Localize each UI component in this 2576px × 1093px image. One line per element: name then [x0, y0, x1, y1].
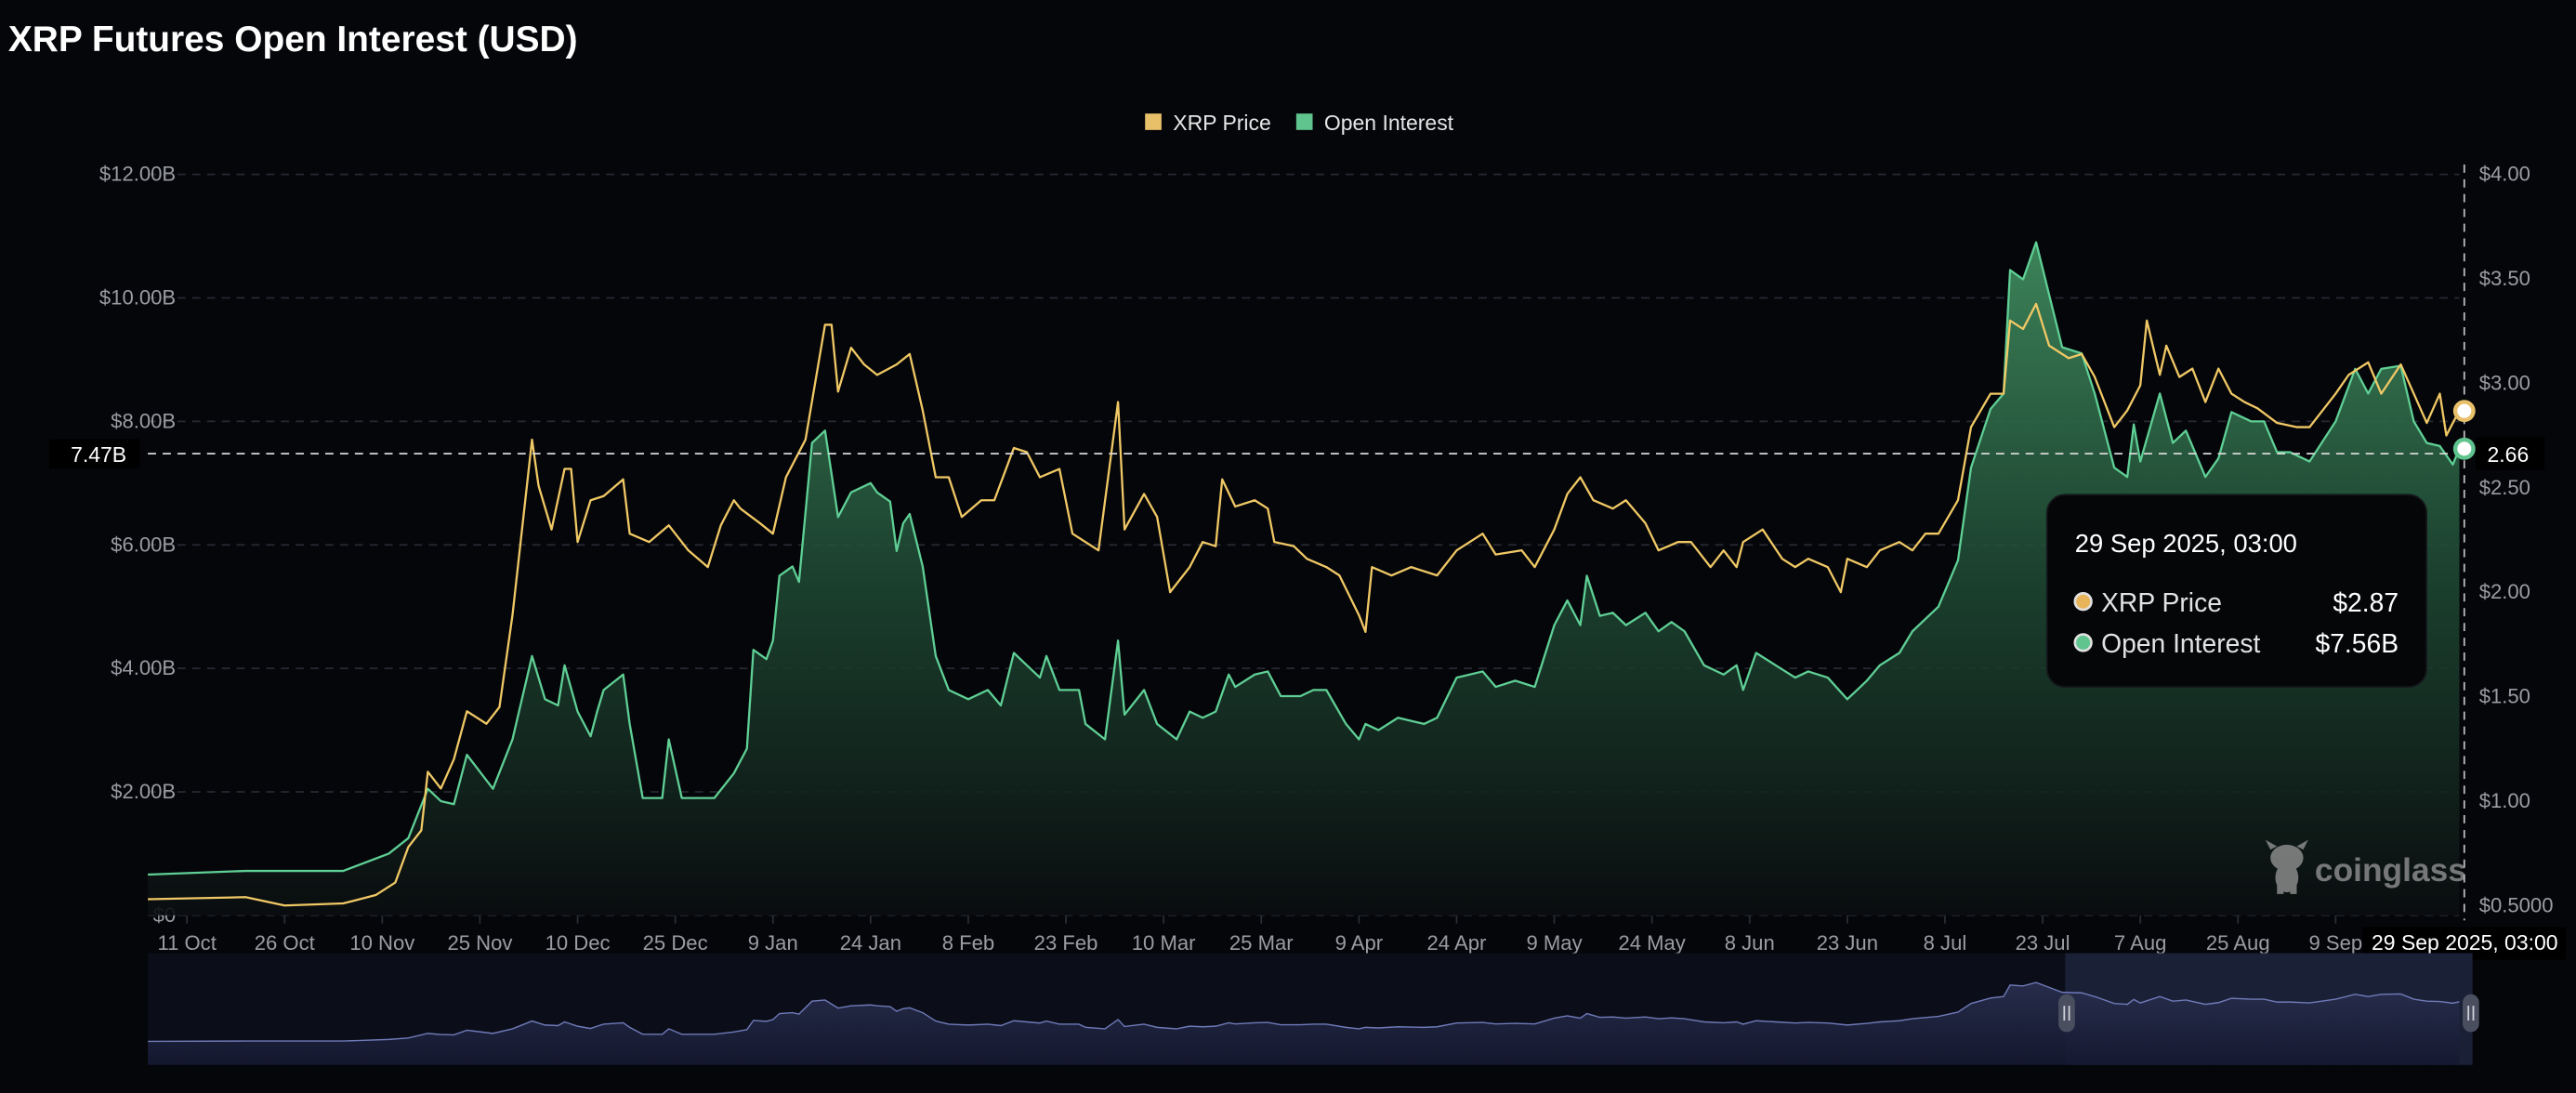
tooltip-price-label: XRP Price: [2101, 587, 2222, 617]
left-axis-tick-label: $10.00B: [99, 286, 176, 309]
price-hover-marker: [2452, 400, 2476, 423]
x-axis-tick-label: 10 Dec: [545, 931, 611, 955]
x-axis-tick-label: 7 Aug: [2114, 931, 2166, 955]
right-axis-tick-label: $2.50: [2479, 476, 2530, 499]
right-axis: $0.5000 $1.00 $1.50 $2.00 $2.50 $3.00 $3.50 $4.…: [2479, 163, 2554, 917]
series-layer: [148, 241, 2461, 915]
x-axis-tick-label: 10 Mar: [1132, 931, 1196, 955]
x-axis-tick-label: 9 Apr: [1335, 931, 1384, 955]
navigator-left-handle[interactable]: [2058, 994, 2075, 1033]
x-axis-tick-label: 25 Aug: [2206, 931, 2270, 955]
tooltip: 29 Sep 2025, 03:00 XRP Price $2.87 Open …: [2045, 494, 2428, 689]
x-axis: 11 Oct 26 Oct 10 Nov 25 Nov 10 Dec 25 Dec 9 Ja…: [157, 915, 2362, 955]
tooltip-oi-value: $7.56B: [2315, 628, 2399, 658]
right-axis-tick-label: $3.50: [2479, 267, 2530, 290]
left-axis-tick-label: $4.00B: [111, 656, 176, 679]
crosshair-left-value: 7.47B: [71, 442, 126, 467]
tooltip-price-dot: [2073, 592, 2093, 612]
tooltip-price-value: $2.87: [2333, 587, 2399, 617]
crosshair-right-value: 2.66: [2488, 442, 2530, 467]
x-axis-tick-label: 11 Oct: [157, 931, 216, 955]
navigator-line: [148, 981, 2460, 1043]
legend-label-open-interest: Open Interest: [1324, 111, 1454, 135]
navigator-series: [148, 981, 2460, 1065]
left-axis-tick-label: $6.00B: [111, 533, 176, 556]
coinglass-logo-icon: [2265, 839, 2308, 894]
right-axis-tick-label: $0.5000: [2479, 893, 2554, 916]
oi-hover-marker: [2452, 437, 2476, 460]
x-axis-tick-label: 24 Jan: [840, 931, 901, 955]
left-axis-tick-label: $12.00B: [99, 163, 176, 186]
navigator-area: [148, 982, 2460, 1065]
tooltip-oi-dot: [2073, 633, 2093, 652]
x-axis-tick-label: 23 Feb: [1034, 931, 1098, 955]
coinglass-watermark: coinglass: [2265, 839, 2466, 894]
right-axis-tick-label: $3.00: [2479, 371, 2530, 394]
x-axis-tick-label: 24 May: [1618, 931, 1685, 955]
x-axis-tick-label: 25 Dec: [643, 931, 708, 955]
right-axis-tick-label: $4.00: [2479, 163, 2530, 186]
legend-item-open-interest[interactable]: Open Interest: [1295, 111, 1454, 135]
tooltip-title: 29 Sep 2025, 03:00: [2075, 529, 2297, 558]
navigator-right-handle[interactable]: [2463, 994, 2479, 1033]
legend: XRP Price Open Interest: [1145, 111, 1454, 135]
right-axis-tick-label: $1.00: [2479, 789, 2530, 812]
tooltip-oi-label: Open Interest: [2101, 628, 2260, 658]
left-axis-tick-label: $2.00B: [111, 780, 176, 803]
xrp-price-line: [148, 302, 2461, 907]
legend-swatch-open-interest: [1295, 113, 1313, 130]
left-axis: $0$2.00B$4.00B$6.00B$8.00B$10.00B$12.00B: [99, 163, 176, 927]
x-axis-tick-label: 25 Nov: [447, 931, 512, 955]
x-axis-tick-label: 23 Jul: [2016, 931, 2070, 955]
x-axis-tick-label: 25 Mar: [1229, 931, 1294, 955]
open-interest-area: [148, 242, 2460, 915]
legend-item-xrp-price[interactable]: XRP Price: [1145, 111, 1271, 135]
x-axis-tick-label: 8 Jun: [1725, 931, 1775, 955]
x-axis-tick-label: 24 Apr: [1427, 931, 1487, 955]
crosshair-date-label: 29 Sep 2025, 03:00: [2372, 930, 2558, 955]
chart-title: XRP Futures Open Interest (USD): [8, 20, 578, 59]
x-axis-tick-label: 9 Sep: [2309, 931, 2363, 955]
x-axis-tick-label: 23 Jun: [1817, 931, 1878, 955]
x-axis-tick-label: 10 Nov: [349, 931, 414, 955]
navigator[interactable]: [148, 953, 2479, 1065]
left-axis-tick-label: $8.00B: [111, 409, 176, 432]
open-interest-line: [148, 241, 2461, 876]
x-axis-tick-label: 9 May: [1526, 931, 1582, 955]
legend-swatch-xrp-price: [1145, 113, 1162, 130]
right-axis-tick-label: $2.00: [2479, 580, 2530, 603]
x-axis-tick-label: 8 Feb: [942, 931, 994, 955]
x-axis-tick-label: 26 Oct: [255, 931, 315, 955]
x-axis-tick-label: 9 Jan: [748, 931, 798, 955]
watermark-text: coinglass: [2315, 852, 2466, 889]
legend-label-xrp-price: XRP Price: [1173, 111, 1271, 135]
x-axis-tick-label: 8 Jul: [1924, 931, 1967, 955]
right-axis-tick-label: $1.50: [2479, 685, 2530, 708]
